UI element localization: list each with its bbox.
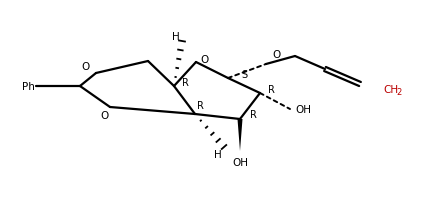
Text: O: O <box>272 50 280 60</box>
Text: H: H <box>172 32 179 42</box>
Text: O: O <box>200 55 209 65</box>
Text: R: R <box>181 78 188 88</box>
Text: O: O <box>101 110 109 120</box>
Text: OH: OH <box>294 104 310 114</box>
Text: R: R <box>267 85 274 94</box>
Text: S: S <box>240 70 247 80</box>
Text: R: R <box>196 101 203 110</box>
Text: O: O <box>82 62 90 72</box>
Text: R: R <box>249 110 256 119</box>
Text: H: H <box>213 149 222 159</box>
Text: Ph: Ph <box>22 82 35 92</box>
Text: OH: OH <box>231 157 248 167</box>
Polygon shape <box>237 119 242 151</box>
Text: 2: 2 <box>395 88 400 97</box>
Text: CH: CH <box>382 85 397 94</box>
